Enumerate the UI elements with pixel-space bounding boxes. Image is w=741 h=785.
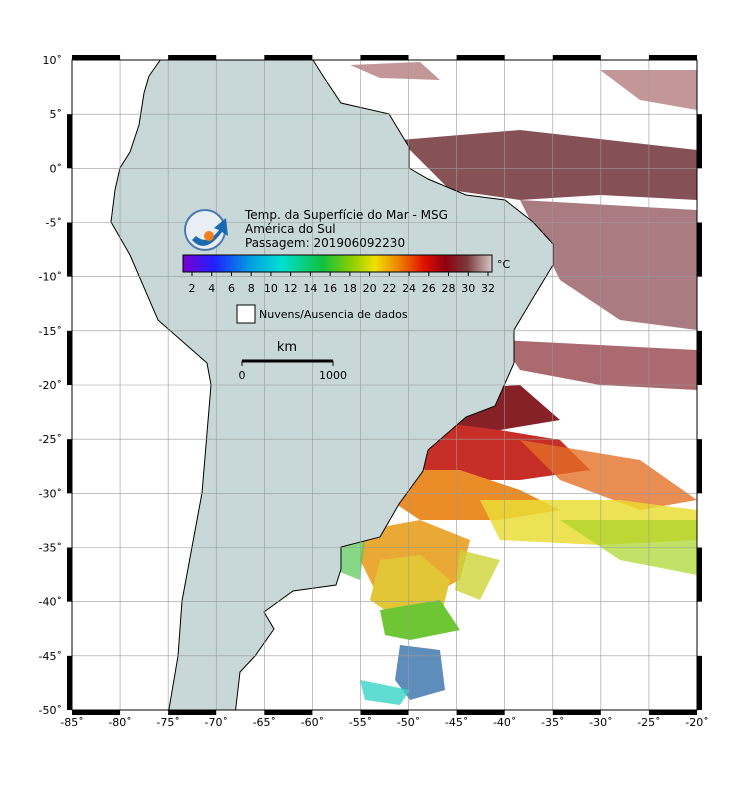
colorbar-tick-label: 16 [323, 282, 337, 295]
frame-stripe [552, 55, 601, 60]
title-line: Temp. da Superfície do Mar - MSG [244, 208, 448, 222]
colorbar-tick-label: 8 [248, 282, 255, 295]
lat-tick-label: -40˚ [39, 596, 62, 609]
colorbar-tick-label: 24 [402, 282, 416, 295]
frame-stripe [697, 330, 702, 385]
map-body [72, 60, 697, 710]
lon-tick-label: -65˚ [253, 716, 276, 729]
title-line: América do Sul [245, 222, 336, 236]
colorbar-tick-label: 4 [208, 282, 215, 295]
frame-stripe [360, 55, 409, 60]
colorbar-ticks: 2 4 6 8 10 12 14 16 18 20 22 24 26 28 30 32 [189, 272, 495, 295]
frame-stripe [697, 114, 702, 169]
scale-unit: km [277, 340, 297, 355]
legend-label: Nuvens/Ausencia de dados [259, 308, 408, 321]
frame-stripe [67, 439, 72, 494]
colorbar-tick-label: 22 [382, 282, 396, 295]
scale-tick-label: 0 [239, 369, 246, 382]
legend-swatch [236, 304, 256, 324]
lat-tick-label: -30˚ [39, 487, 62, 500]
frame-stripe [648, 55, 697, 60]
lat-tick-label: -5˚ [46, 217, 62, 230]
colorbar-tick-label: 14 [303, 282, 317, 295]
frame-stripe [67, 655, 72, 710]
frame-stripe [67, 330, 72, 385]
scale-ticks: 0 1000 [239, 361, 347, 382]
frame-stripe [697, 439, 702, 494]
frame-stripe [168, 710, 217, 715]
frame-stripe [67, 222, 72, 277]
lat-tick-label: -20˚ [39, 379, 62, 392]
lat-tick-label: -35˚ [39, 542, 62, 555]
lat-tick-label: -25˚ [39, 433, 62, 446]
frame-stripe [697, 547, 702, 602]
colorbar-tick-label: 28 [442, 282, 456, 295]
colorbar-tick-label: 20 [363, 282, 377, 295]
lat-tick-label: 10˚ [43, 54, 63, 67]
frame-stripe [67, 114, 72, 169]
frame-stripe [456, 710, 505, 715]
lat-tick-label: 5˚ [50, 108, 63, 121]
colorbar-tick-label: 10 [264, 282, 278, 295]
lon-tick-label: -60˚ [301, 716, 324, 729]
frame-stripes [67, 55, 702, 715]
colorbar-tick-label: 30 [461, 282, 475, 295]
sst-patches [330, 62, 697, 705]
lat-tick-label: -10˚ [39, 271, 62, 284]
frame-stripe [697, 655, 702, 710]
scale-tick-label: 1000 [319, 369, 347, 382]
frame-stripe [72, 710, 121, 715]
axis-labels: -85˚ -80˚ -75˚ -70˚ -65˚ -60˚ -55˚ -50˚ -45˚ -40˚… [39, 54, 709, 729]
lon-tick-label: -70˚ [204, 716, 227, 729]
colorbar-tick-label: 26 [422, 282, 436, 295]
lon-tick-label: -50˚ [397, 716, 420, 729]
lon-tick-label: -35˚ [541, 716, 564, 729]
frame-stripe [648, 710, 697, 715]
graticule [72, 60, 697, 710]
title-line: Passagem: 201906092230 [245, 236, 405, 250]
frame-stripe [456, 55, 505, 60]
lat-tick-label: 0˚ [50, 162, 63, 175]
colorbar-tick-label: 32 [481, 282, 495, 295]
colorbar-unit: °C [497, 258, 511, 271]
lon-tick-label: -40˚ [493, 716, 516, 729]
lon-tick-label: -30˚ [589, 716, 612, 729]
lon-tick-label: -75˚ [156, 716, 179, 729]
frame-stripe [552, 710, 601, 715]
lon-tick-label: -20˚ [685, 716, 708, 729]
frame-stripe [697, 222, 702, 277]
frame-stripe [67, 547, 72, 602]
frame-stripe [264, 55, 313, 60]
lat-tick-label: -15˚ [39, 325, 62, 338]
frame-stripe [264, 710, 313, 715]
lon-tick-label: -45˚ [445, 716, 468, 729]
colorbar-tick-label: 18 [343, 282, 357, 295]
frame-stripe [168, 55, 217, 60]
colorbar-tick-label: 6 [228, 282, 235, 295]
colorbar-tick-label: 12 [284, 282, 298, 295]
lon-tick-label: -80˚ [108, 716, 131, 729]
lon-tick-label: -55˚ [349, 716, 372, 729]
colorbar-tick-label: 2 [189, 282, 196, 295]
colorbar [182, 254, 493, 273]
frame-stripe [360, 710, 409, 715]
lat-tick-label: -45˚ [39, 650, 62, 663]
lon-tick-label: -85˚ [60, 716, 83, 729]
lat-tick-label: -50˚ [39, 704, 62, 717]
frame-stripe [72, 55, 121, 60]
logo [184, 209, 228, 251]
lon-tick-label: -25˚ [637, 716, 660, 729]
